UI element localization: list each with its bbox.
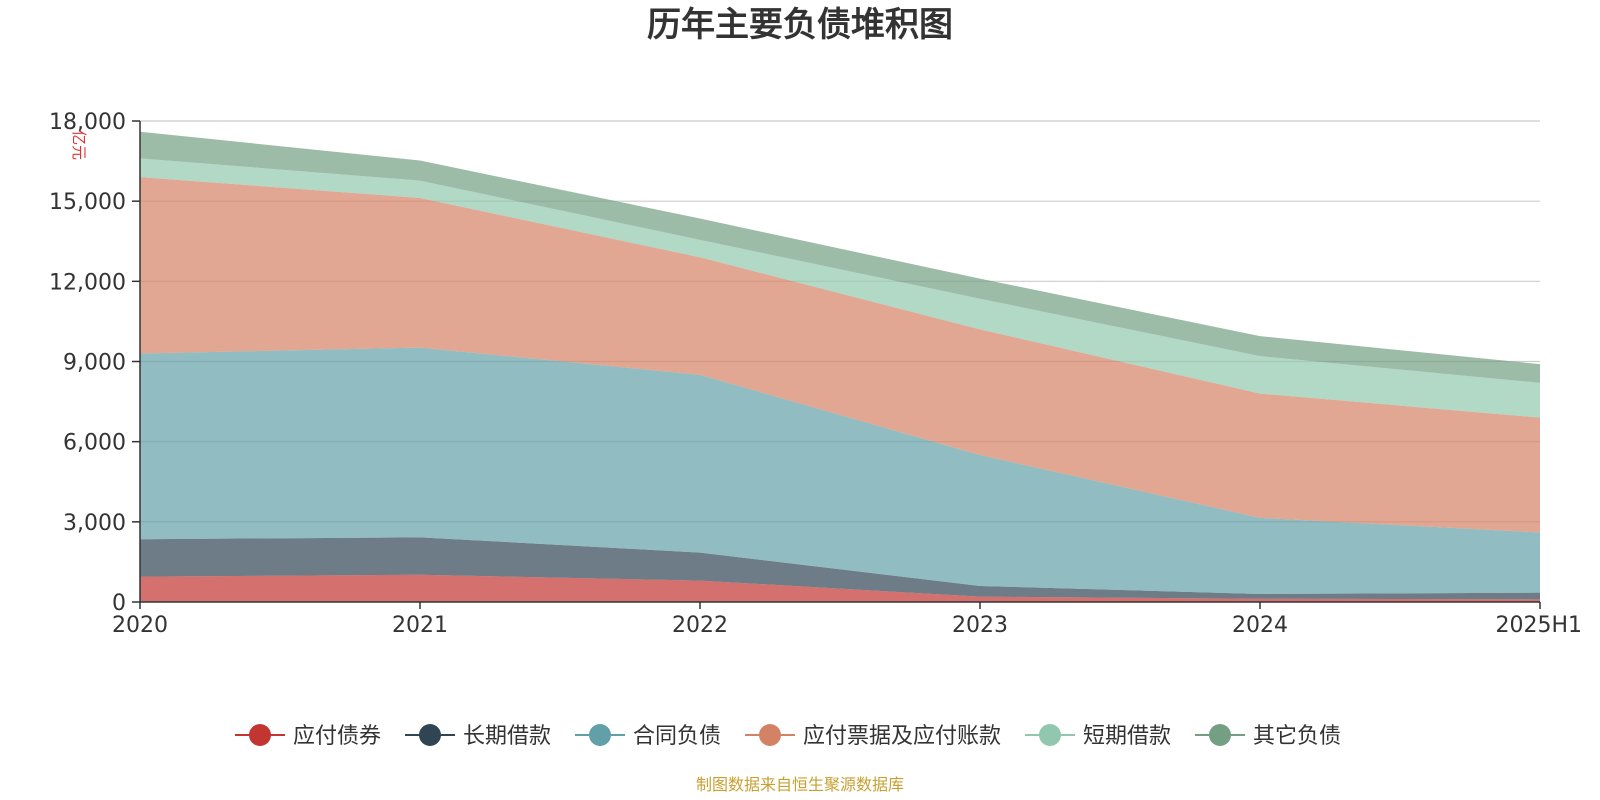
y-tick-label: 6,000: [63, 431, 126, 456]
legend: 应付债券 长期借款 合同负债 应付票据及应付账款 短期借款 其它负债: [235, 724, 1341, 749]
unit-label: 亿元: [70, 130, 88, 160]
legend-marker: [759, 724, 781, 746]
legend-marker: [589, 724, 611, 746]
area-长期借款: [140, 537, 1540, 600]
legend-item-合同负债[interactable]: 合同负债: [575, 724, 721, 749]
legend-marker: [419, 724, 441, 746]
x-tick-label: 2022: [672, 613, 728, 638]
area-合同负债: [140, 347, 1540, 594]
area-series: [140, 131, 1540, 602]
area-其它负债: [140, 131, 1540, 383]
legend-marker: [1209, 724, 1231, 746]
legend-label: 长期借款: [463, 724, 551, 749]
x-tick-label: 2025H1: [1495, 613, 1582, 638]
x-tick-label: 2023: [952, 613, 1008, 638]
legend-item-短期借款[interactable]: 短期借款: [1025, 724, 1171, 749]
chart-title: 历年主要负债堆积图: [647, 5, 953, 45]
y-tick-label: 12,000: [49, 270, 126, 295]
y-tick-label: 9,000: [63, 351, 126, 376]
legend-label: 短期借款: [1083, 724, 1171, 749]
legend-label: 其它负债: [1253, 724, 1341, 749]
y-tick-label: 3,000: [63, 511, 126, 536]
legend-marker: [249, 724, 271, 746]
x-tick-label: 2020: [112, 613, 168, 638]
legend-marker: [1039, 724, 1061, 746]
x-tick-label: 2021: [392, 613, 448, 638]
y-tick-label: 18,000: [49, 110, 126, 135]
y-tick-label: 0: [112, 591, 126, 616]
legend-item-长期借款[interactable]: 长期借款: [405, 724, 551, 749]
area-应付票据及应付账款: [140, 177, 1540, 533]
legend-label: 应付票据及应付账款: [803, 724, 1001, 749]
legend-label: 合同负债: [633, 724, 721, 749]
x-tick-label: 2024: [1232, 613, 1288, 638]
source-note: 制图数据来自恒生聚源数据库: [696, 775, 904, 794]
y-tick-label: 15,000: [49, 190, 126, 215]
legend-item-应付债券[interactable]: 应付债券: [235, 724, 381, 749]
y-axis-ticks: 0 3,000 6,000 9,000 12,000 15,000 18,000: [49, 110, 140, 616]
legend-label: 应付债券: [293, 724, 381, 749]
legend-item-应付票据及应付账款[interactable]: 应付票据及应付账款: [745, 724, 1001, 749]
area-短期借款: [140, 158, 1540, 418]
area-应付债券: [140, 574, 1540, 602]
x-axis-ticks: 2020 2021 2022 2023 2024 2025H1: [112, 602, 1582, 638]
legend-item-其它负债[interactable]: 其它负债: [1195, 724, 1341, 749]
